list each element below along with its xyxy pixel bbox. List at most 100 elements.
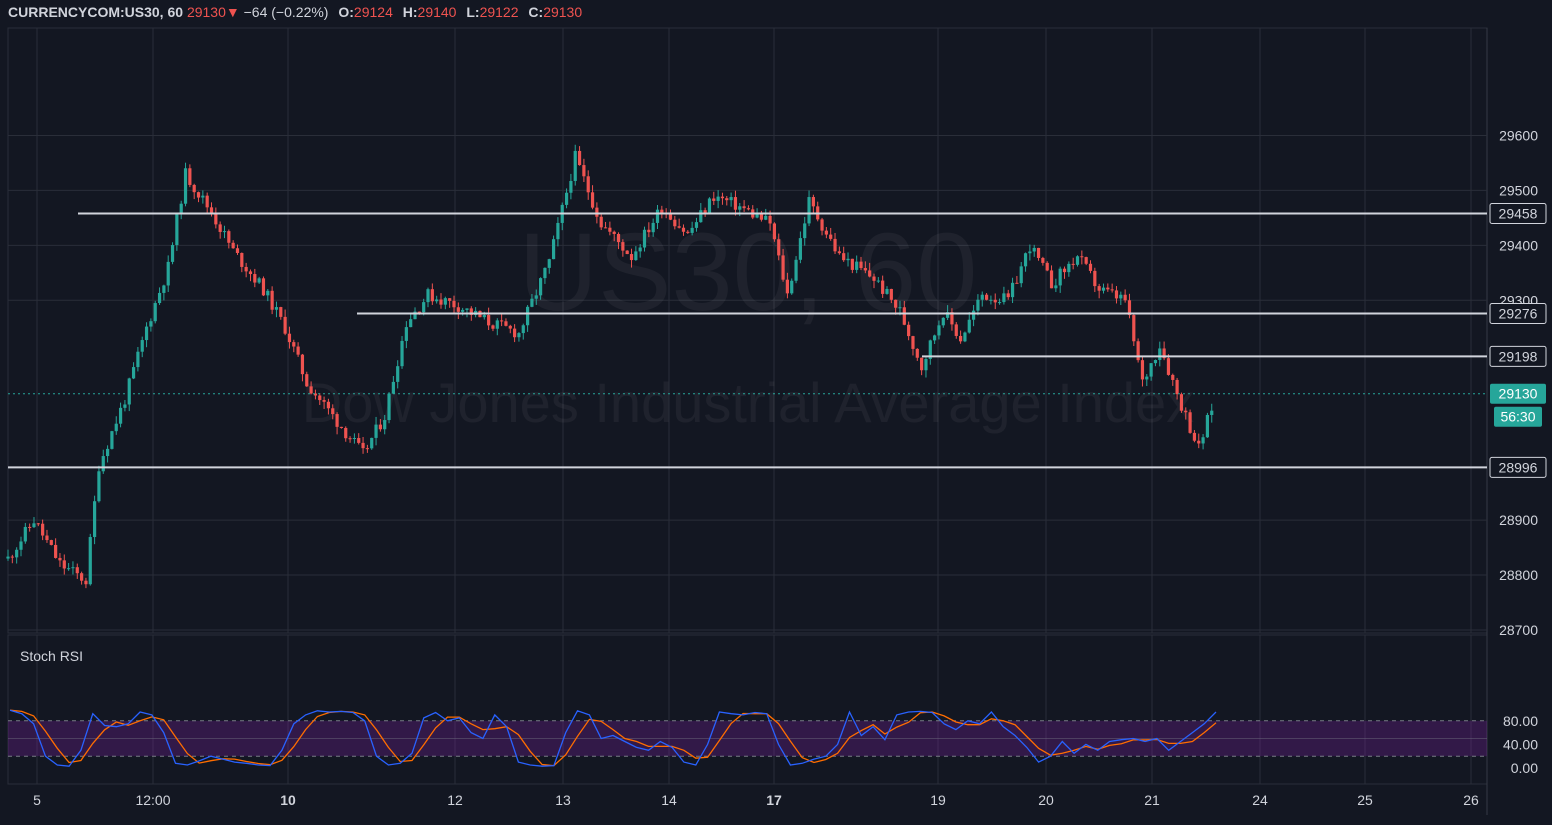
candle-body [876, 280, 880, 282]
candle-body [924, 358, 928, 371]
candle-body [1127, 300, 1132, 316]
x-tick-label: 5 [33, 792, 41, 808]
candle-body [911, 336, 915, 349]
symbol-name[interactable]: CURRENCYCOM:US30, 60 [8, 4, 184, 20]
rsi-y-tick-label: 80.00 [1503, 713, 1538, 729]
candle-body [707, 198, 712, 213]
candle-body [984, 294, 989, 300]
watermark-name: Dow Jones Industrial Average Index [302, 371, 1194, 434]
candle-body [248, 271, 253, 275]
candle-body [400, 340, 404, 367]
candle-body [573, 150, 577, 181]
candle-body [495, 320, 499, 329]
candle-body [1166, 358, 1171, 375]
x-tick-label: 20 [1038, 792, 1054, 808]
candle-body [28, 526, 32, 528]
candle-body [1049, 270, 1054, 289]
candle-body [430, 289, 434, 302]
candle-body [305, 374, 309, 387]
candle-body [1210, 410, 1214, 415]
low-label: L: [466, 4, 480, 20]
candle-body [270, 290, 274, 310]
candle-body [660, 209, 664, 214]
candle-body [287, 333, 292, 343]
candle-body [339, 426, 344, 428]
candle-body [97, 471, 101, 502]
x-tick-label: 26 [1463, 792, 1479, 808]
candle-body [668, 213, 673, 220]
candle-body [101, 456, 105, 472]
countdown-box [1494, 406, 1542, 427]
candle-body [136, 351, 140, 368]
candle-body [547, 259, 551, 268]
candle-body [23, 526, 27, 542]
candle-body [894, 299, 898, 308]
candle-body [1075, 256, 1080, 265]
candle-body [933, 335, 937, 341]
x-tick-label: 21 [1144, 792, 1160, 808]
candle-body [946, 312, 950, 318]
y-tick-label: 28700 [1499, 622, 1538, 638]
candle-body [1175, 379, 1179, 395]
candle-body [1110, 289, 1114, 291]
candle-body [391, 381, 395, 394]
candle-body [647, 229, 651, 233]
candle-body [62, 560, 66, 569]
candle-body [149, 321, 153, 327]
close-label: C: [528, 4, 544, 20]
candle-body [49, 540, 53, 545]
level-label: 29458 [1499, 205, 1538, 221]
candle-body [1114, 290, 1119, 299]
candle-body [84, 580, 88, 585]
candle-body [993, 299, 997, 303]
candle-body [153, 303, 157, 322]
candle-body [950, 312, 954, 325]
candle-body [543, 267, 547, 279]
candle-body [140, 340, 144, 352]
candle-body [1062, 268, 1067, 273]
candle-body [551, 239, 556, 260]
candle-body [370, 437, 374, 449]
candles [6, 144, 1214, 589]
candle-body [954, 324, 958, 336]
candle-body [500, 320, 504, 322]
candle-body [1140, 360, 1145, 380]
low-value: 29122 [479, 4, 519, 20]
candle-body [513, 328, 517, 338]
candle-body [556, 222, 560, 240]
candle-body [1197, 440, 1201, 444]
candle-body [6, 556, 10, 559]
candle-body [1006, 293, 1010, 298]
x-tick-label: 24 [1252, 792, 1268, 808]
candle-body [183, 168, 188, 204]
candle-body [417, 311, 421, 313]
change-arrow: ▼ [225, 4, 240, 20]
candle-body [296, 346, 300, 355]
candle-body [963, 332, 967, 342]
candle-body [1171, 374, 1175, 380]
candle-body [526, 306, 530, 326]
candle-body [885, 288, 889, 294]
candle-body [634, 251, 638, 261]
candle-body [201, 195, 205, 198]
candle-body [227, 231, 231, 243]
candle-body [673, 219, 677, 227]
candle-body [612, 231, 616, 234]
candle-body [1192, 432, 1197, 441]
candle-body [725, 198, 729, 201]
candle-body [19, 541, 23, 550]
candle-body [902, 307, 906, 325]
candle-body [244, 266, 248, 272]
price-change: −64 (−0.22%) [243, 4, 329, 20]
candle-body [196, 192, 201, 198]
candle-body [80, 573, 84, 581]
candle-body [1088, 263, 1093, 271]
x-tick-label: 17 [766, 792, 782, 808]
candle-body [742, 206, 746, 209]
candle-body [426, 289, 430, 303]
candle-body [261, 278, 266, 296]
candle-body [1162, 348, 1166, 359]
candle-body [603, 227, 608, 229]
candle-body [863, 268, 867, 271]
